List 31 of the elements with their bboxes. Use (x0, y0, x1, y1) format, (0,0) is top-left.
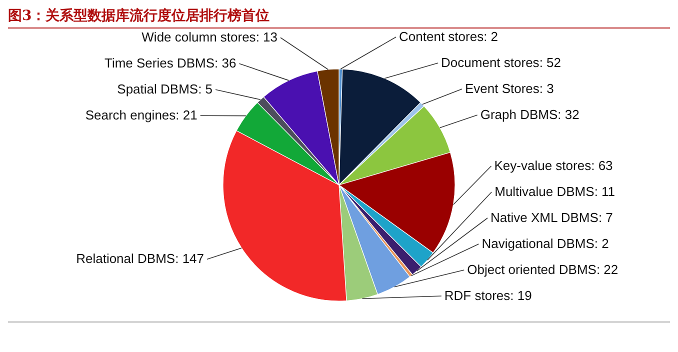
slice-label: Event Stores (464, 81, 540, 96)
slice-label: Graph DBMS (480, 107, 558, 122)
data-label: : 5 (198, 82, 213, 97)
slice-label: Multivalue DBMS (494, 184, 595, 199)
slice-label: Relational DBMS (76, 251, 176, 266)
slice-label: Search engines (85, 108, 176, 123)
data-label: : 36 (214, 56, 236, 71)
slice-label: RDF stores (444, 288, 511, 303)
data-label: : 21 (176, 108, 198, 123)
data-label: : 147 (175, 251, 204, 266)
slice-label: Document stores (441, 55, 540, 70)
data-label: : 7 (598, 210, 613, 225)
data-label: : 2 (594, 236, 609, 251)
data-label: : 11 (594, 184, 616, 199)
data-label: : 52 (539, 55, 562, 70)
data-label: : 3 (539, 81, 554, 96)
data-label: : 2 (484, 29, 498, 44)
data-label: : 63 (591, 158, 613, 173)
slice-label: Wide column stores (142, 30, 256, 45)
slice-label: Navigational DBMS (482, 236, 595, 251)
slice-label: Object oriented DBMS (467, 262, 597, 277)
chart-title: 图3：关系型数据库流行度位居排行榜首位 (8, 7, 270, 24)
slice-label: Time Series DBMS (104, 56, 215, 71)
data-label: : 22 (596, 262, 618, 277)
data-label: : 13 (256, 30, 278, 45)
slice-label: Key-value stores (494, 158, 592, 173)
slice-label: Spatial DBMS (117, 82, 198, 97)
slice-label: Native XML DBMS (490, 210, 599, 225)
slice-label: Content stores (399, 29, 484, 44)
data-label: : 19 (510, 288, 532, 303)
data-label: : 32 (558, 107, 580, 122)
